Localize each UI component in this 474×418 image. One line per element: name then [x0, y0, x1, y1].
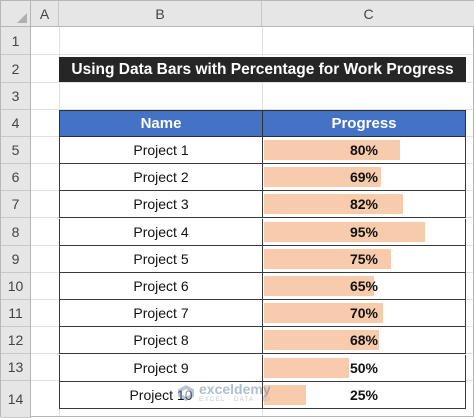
progress-cell[interactable]: 69% — [262, 164, 466, 192]
column-header-b[interactable]: B — [59, 1, 262, 27]
data-bar — [264, 384, 306, 405]
gridline — [31, 54, 473, 55]
row-label: 7 — [11, 196, 20, 212]
data-bar — [264, 276, 374, 296]
name-cell[interactable]: Project 6 — [59, 273, 263, 300]
exceldemy-watermark: exceldemy EXCEL · DATA · BI — [177, 379, 271, 407]
row-header-5[interactable]: 5 — [1, 137, 31, 164]
data-bar — [264, 140, 400, 160]
name-column-header[interactable]: Name — [59, 110, 263, 137]
row-header-3[interactable]: 3 — [1, 83, 31, 110]
progress-value: 69% — [349, 169, 379, 186]
name-cell[interactable]: Project 4 — [59, 218, 263, 246]
name-cell[interactable]: Project 5 — [59, 245, 263, 273]
row-label: 3 — [11, 88, 20, 104]
data-bar — [264, 303, 383, 324]
progress-value: 82% — [349, 196, 379, 213]
progress-value: 75% — [349, 250, 379, 267]
name-cell[interactable]: Project 1 — [59, 137, 263, 164]
row-header-6[interactable]: 6 — [1, 164, 31, 191]
row-label: 14 — [7, 391, 24, 407]
row-header-8[interactable]: 8 — [1, 218, 31, 246]
watermark-tagline: EXCEL · DATA · BI — [199, 396, 271, 404]
row-header-7[interactable]: 7 — [1, 191, 31, 218]
row-header-12[interactable]: 12 — [1, 327, 31, 354]
row-label: 2 — [11, 60, 20, 77]
row-header-11[interactable]: 11 — [1, 300, 31, 327]
data-bar — [264, 330, 379, 351]
row-label: 11 — [8, 305, 23, 321]
row-label: 9 — [11, 251, 20, 267]
column-label: B — [155, 5, 165, 22]
row-header-10[interactable]: 10 — [1, 273, 31, 300]
row-header-9[interactable]: 9 — [1, 246, 31, 273]
row-label: 1 — [11, 32, 20, 49]
progress-value: 25% — [349, 386, 379, 403]
row-header-2[interactable]: 2 — [1, 55, 31, 83]
row-header-4[interactable]: 4 — [1, 110, 31, 137]
progress-value: 70% — [349, 305, 379, 322]
gridline — [31, 82, 473, 83]
progress-cell[interactable]: 80% — [262, 137, 466, 164]
progress-value: 95% — [349, 223, 379, 240]
progress-column-header[interactable]: Progress — [262, 110, 466, 137]
column-header-c[interactable]: C — [262, 1, 474, 27]
column-label: A — [39, 5, 50, 22]
row-label: 4 — [11, 115, 20, 131]
progress-cell[interactable]: 82% — [262, 191, 466, 219]
data-bar — [264, 221, 425, 242]
row-header-1[interactable]: 1 — [1, 27, 31, 55]
progress-cell[interactable]: 65% — [262, 273, 466, 300]
progress-value: 68% — [349, 332, 379, 349]
row-header-13[interactable]: 13 — [1, 354, 31, 381]
name-cell[interactable]: Project 2 — [59, 164, 263, 192]
gridline — [31, 109, 473, 110]
watermark-name: exceldemy — [199, 381, 271, 398]
row-label: 6 — [11, 169, 20, 185]
progress-cell[interactable]: 25% — [262, 381, 466, 409]
row-label: 13 — [7, 359, 24, 375]
progress-cell[interactable]: 68% — [262, 327, 466, 355]
exceldemy-logo-icon — [178, 385, 194, 401]
data-bar — [264, 194, 403, 215]
row-label: 10 — [7, 278, 24, 294]
row-header-14[interactable]: 14 — [1, 381, 31, 418]
progress-cell[interactable]: 95% — [262, 218, 466, 246]
progress-cell[interactable]: 50% — [262, 354, 466, 382]
progress-value: 65% — [349, 278, 379, 294]
row-label: 8 — [11, 223, 20, 240]
column-header-a[interactable]: A — [31, 1, 59, 27]
column-label: C — [363, 5, 374, 22]
sheet-title[interactable]: Using Data Bars with Percentage for Work… — [59, 57, 466, 82]
name-cell[interactable]: Project 8 — [59, 327, 263, 355]
progress-cell[interactable]: 75% — [262, 245, 466, 273]
data-bar — [264, 357, 349, 378]
row-label: 5 — [11, 142, 20, 158]
progress-cell[interactable]: 70% — [262, 300, 466, 328]
name-cell[interactable]: Project 3 — [59, 191, 263, 219]
row-label: 12 — [7, 332, 24, 348]
data-bar — [264, 167, 381, 188]
data-bar — [264, 248, 391, 269]
progress-value: 50% — [349, 359, 379, 376]
name-cell[interactable]: Project 7 — [59, 300, 263, 328]
progress-value: 80% — [349, 142, 379, 158]
select-all-corner[interactable] — [1, 1, 31, 27]
name-cell[interactable]: Project 9 — [59, 354, 263, 382]
name-cell[interactable]: Project 10 — [59, 381, 263, 409]
